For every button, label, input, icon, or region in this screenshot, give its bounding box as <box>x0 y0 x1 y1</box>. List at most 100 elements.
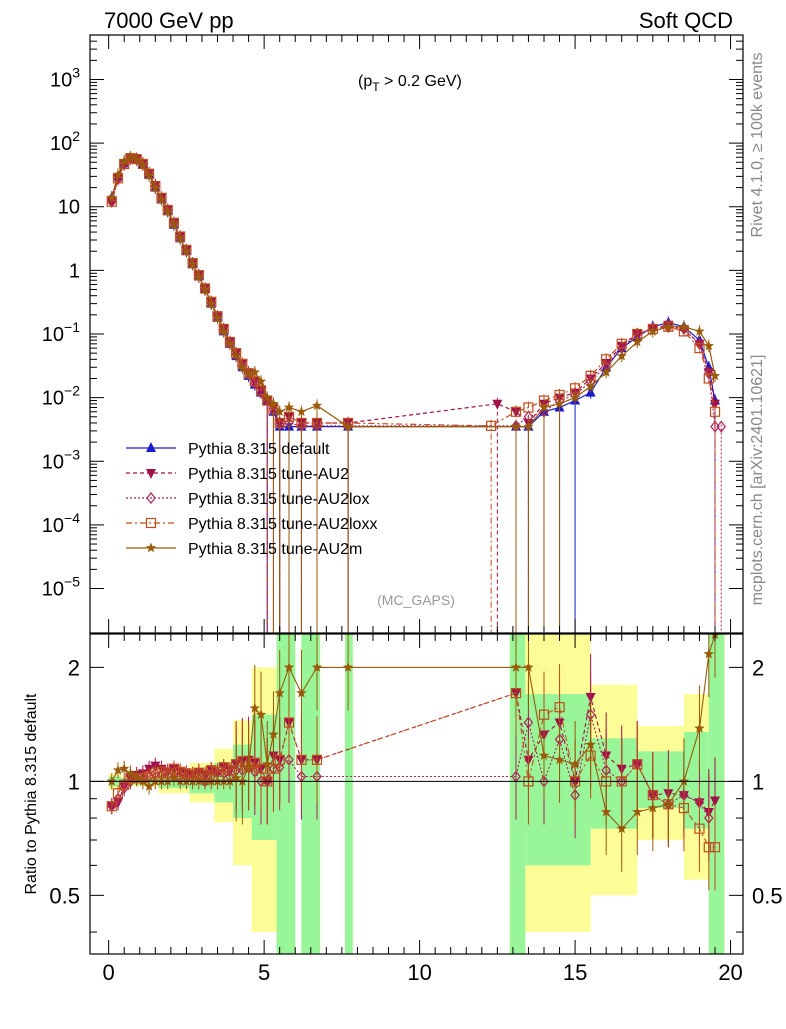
band-inner <box>276 634 296 954</box>
ratio-point <box>224 775 236 786</box>
ratio-y-tick-label: 1 <box>68 769 80 794</box>
data-point <box>694 343 705 354</box>
ratio-point <box>181 775 192 786</box>
ratio-point <box>647 802 659 813</box>
y-tick-label: 1 <box>69 260 80 282</box>
ratio-point <box>632 759 643 770</box>
ratio-ylabel: Ratio to Pythia 8.315 default <box>23 693 40 895</box>
data-point <box>678 321 690 332</box>
ratio-point <box>255 763 267 774</box>
header-right: Soft QCD <box>639 8 733 33</box>
data-point <box>249 366 260 377</box>
cut-label: (pT > 0.2 GeV) <box>358 73 462 94</box>
data-point <box>274 406 285 417</box>
data-point <box>342 421 354 432</box>
legend-marker <box>146 492 156 504</box>
main-x-ticks <box>108 35 732 633</box>
data-point <box>255 375 267 386</box>
ratio-point <box>616 823 627 834</box>
data-point <box>256 386 266 399</box>
data-point <box>193 271 205 281</box>
data-point <box>243 367 254 378</box>
ratio-y-tick-label: 0.5 <box>49 883 80 908</box>
legend-marker <box>146 469 156 479</box>
data-point <box>585 380 596 391</box>
ratio-point <box>237 775 248 786</box>
ratio-point <box>143 780 155 791</box>
ratio-point <box>703 648 714 659</box>
data-point <box>554 398 565 409</box>
band-inner <box>509 634 526 954</box>
ratio-point <box>150 775 161 786</box>
y-tick-label: 10−5 <box>42 574 80 601</box>
ratio-point <box>678 775 690 786</box>
data-point <box>224 338 236 349</box>
x-tick-label: 15 <box>563 960 587 985</box>
ratio-point <box>112 788 124 799</box>
data-point <box>230 350 242 360</box>
data-point <box>150 182 161 192</box>
legend-marker <box>145 542 157 553</box>
ratio-panel: 0.5 0.5 1 1 2 2 0 5 10 15 20 Ratio to Pythia 8.31… <box>23 633 783 985</box>
ratio-point <box>106 801 117 812</box>
y-tick-label: 10−2 <box>42 383 80 410</box>
data-point <box>218 325 229 336</box>
data-point <box>311 400 323 410</box>
data-point <box>703 340 714 351</box>
ratio-point <box>230 772 242 783</box>
data-point <box>632 336 643 347</box>
main-series-layer <box>106 151 727 633</box>
data-point <box>212 312 223 323</box>
x-tick-label: 5 <box>258 960 270 985</box>
legend-entry-default: Pythia 8.315 default <box>126 441 330 458</box>
ratio-band-layer <box>108 634 725 954</box>
ratio-point <box>710 796 721 807</box>
data-point <box>181 245 192 256</box>
ratio-point <box>125 767 136 778</box>
band-inner <box>590 738 638 829</box>
data-point <box>296 406 307 417</box>
ratio-point <box>632 806 643 817</box>
ratio-point <box>283 661 295 672</box>
ratio-point <box>119 782 129 795</box>
ratio-point <box>168 772 180 783</box>
ratio-point <box>112 764 124 775</box>
legend-label: Pythia 8.315 tune-AU2lox <box>188 491 369 508</box>
data-point <box>237 361 248 372</box>
data-point <box>538 402 550 412</box>
data-point <box>119 155 130 166</box>
ratio-point <box>218 775 229 786</box>
ratio-point <box>162 775 173 786</box>
data-point <box>125 151 136 162</box>
ratio-point <box>283 717 295 728</box>
data-point <box>174 232 186 243</box>
ratio-point <box>601 806 612 817</box>
ratio-point <box>694 722 705 733</box>
data-point <box>523 421 534 432</box>
legend-entry-AU2lox: Pythia 8.315 tune-AU2lox <box>126 491 369 508</box>
ratio-point <box>523 661 534 672</box>
series-default <box>106 152 721 633</box>
ratio-y-tick-label-right: 0.5 <box>752 883 783 908</box>
data-point <box>510 406 522 417</box>
x-tick-label: 0 <box>103 960 115 985</box>
ratio-point <box>523 716 534 729</box>
ratio-point <box>113 792 123 805</box>
ratio-point <box>218 762 229 773</box>
ratio-point <box>137 775 149 786</box>
y-tick-label: 10−1 <box>42 319 80 346</box>
ratio-point <box>187 775 198 786</box>
ratio-point <box>212 775 223 786</box>
data-point <box>187 258 198 269</box>
x-tick-label: 10 <box>407 960 431 985</box>
header-left: 7000 GeV pp <box>104 8 234 33</box>
data-point <box>492 399 503 410</box>
ratio-y-tick-label-right: 1 <box>752 769 764 794</box>
data-point <box>709 406 721 417</box>
data-point <box>268 398 279 409</box>
legend-entry-AU2m: Pythia 8.315 tune-AU2m <box>126 541 362 558</box>
y-tick-label: 103 <box>50 64 80 91</box>
y-tick-label: 102 <box>50 128 80 155</box>
ratio-point <box>274 754 285 765</box>
